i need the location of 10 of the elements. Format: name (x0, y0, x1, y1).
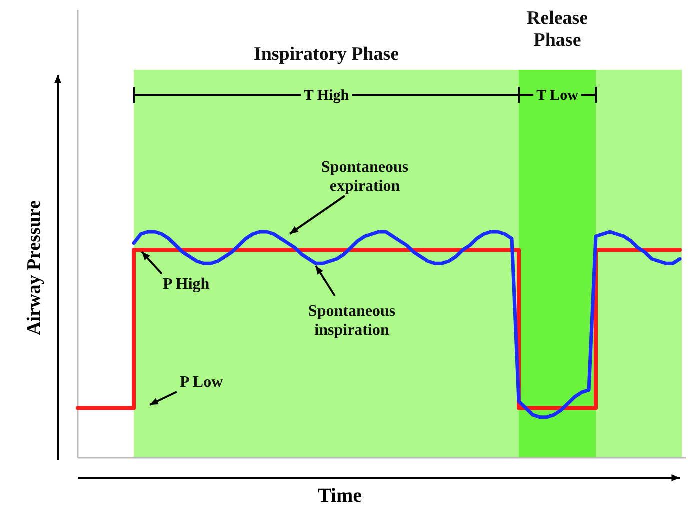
text: T Low (536, 88, 579, 104)
annotation: Spontaneous inspiration (308, 303, 396, 339)
y-axis-title: Airway Pressure (24, 200, 45, 336)
text: Spontaneous expiration (321, 159, 409, 195)
text: Release Phase (526, 8, 588, 51)
text: Inspiratory Phase (254, 44, 400, 65)
x-axis-title: Time (318, 485, 362, 507)
annotation: P High (163, 276, 210, 293)
annotation: P Low (180, 374, 224, 391)
text: T High (304, 88, 350, 104)
